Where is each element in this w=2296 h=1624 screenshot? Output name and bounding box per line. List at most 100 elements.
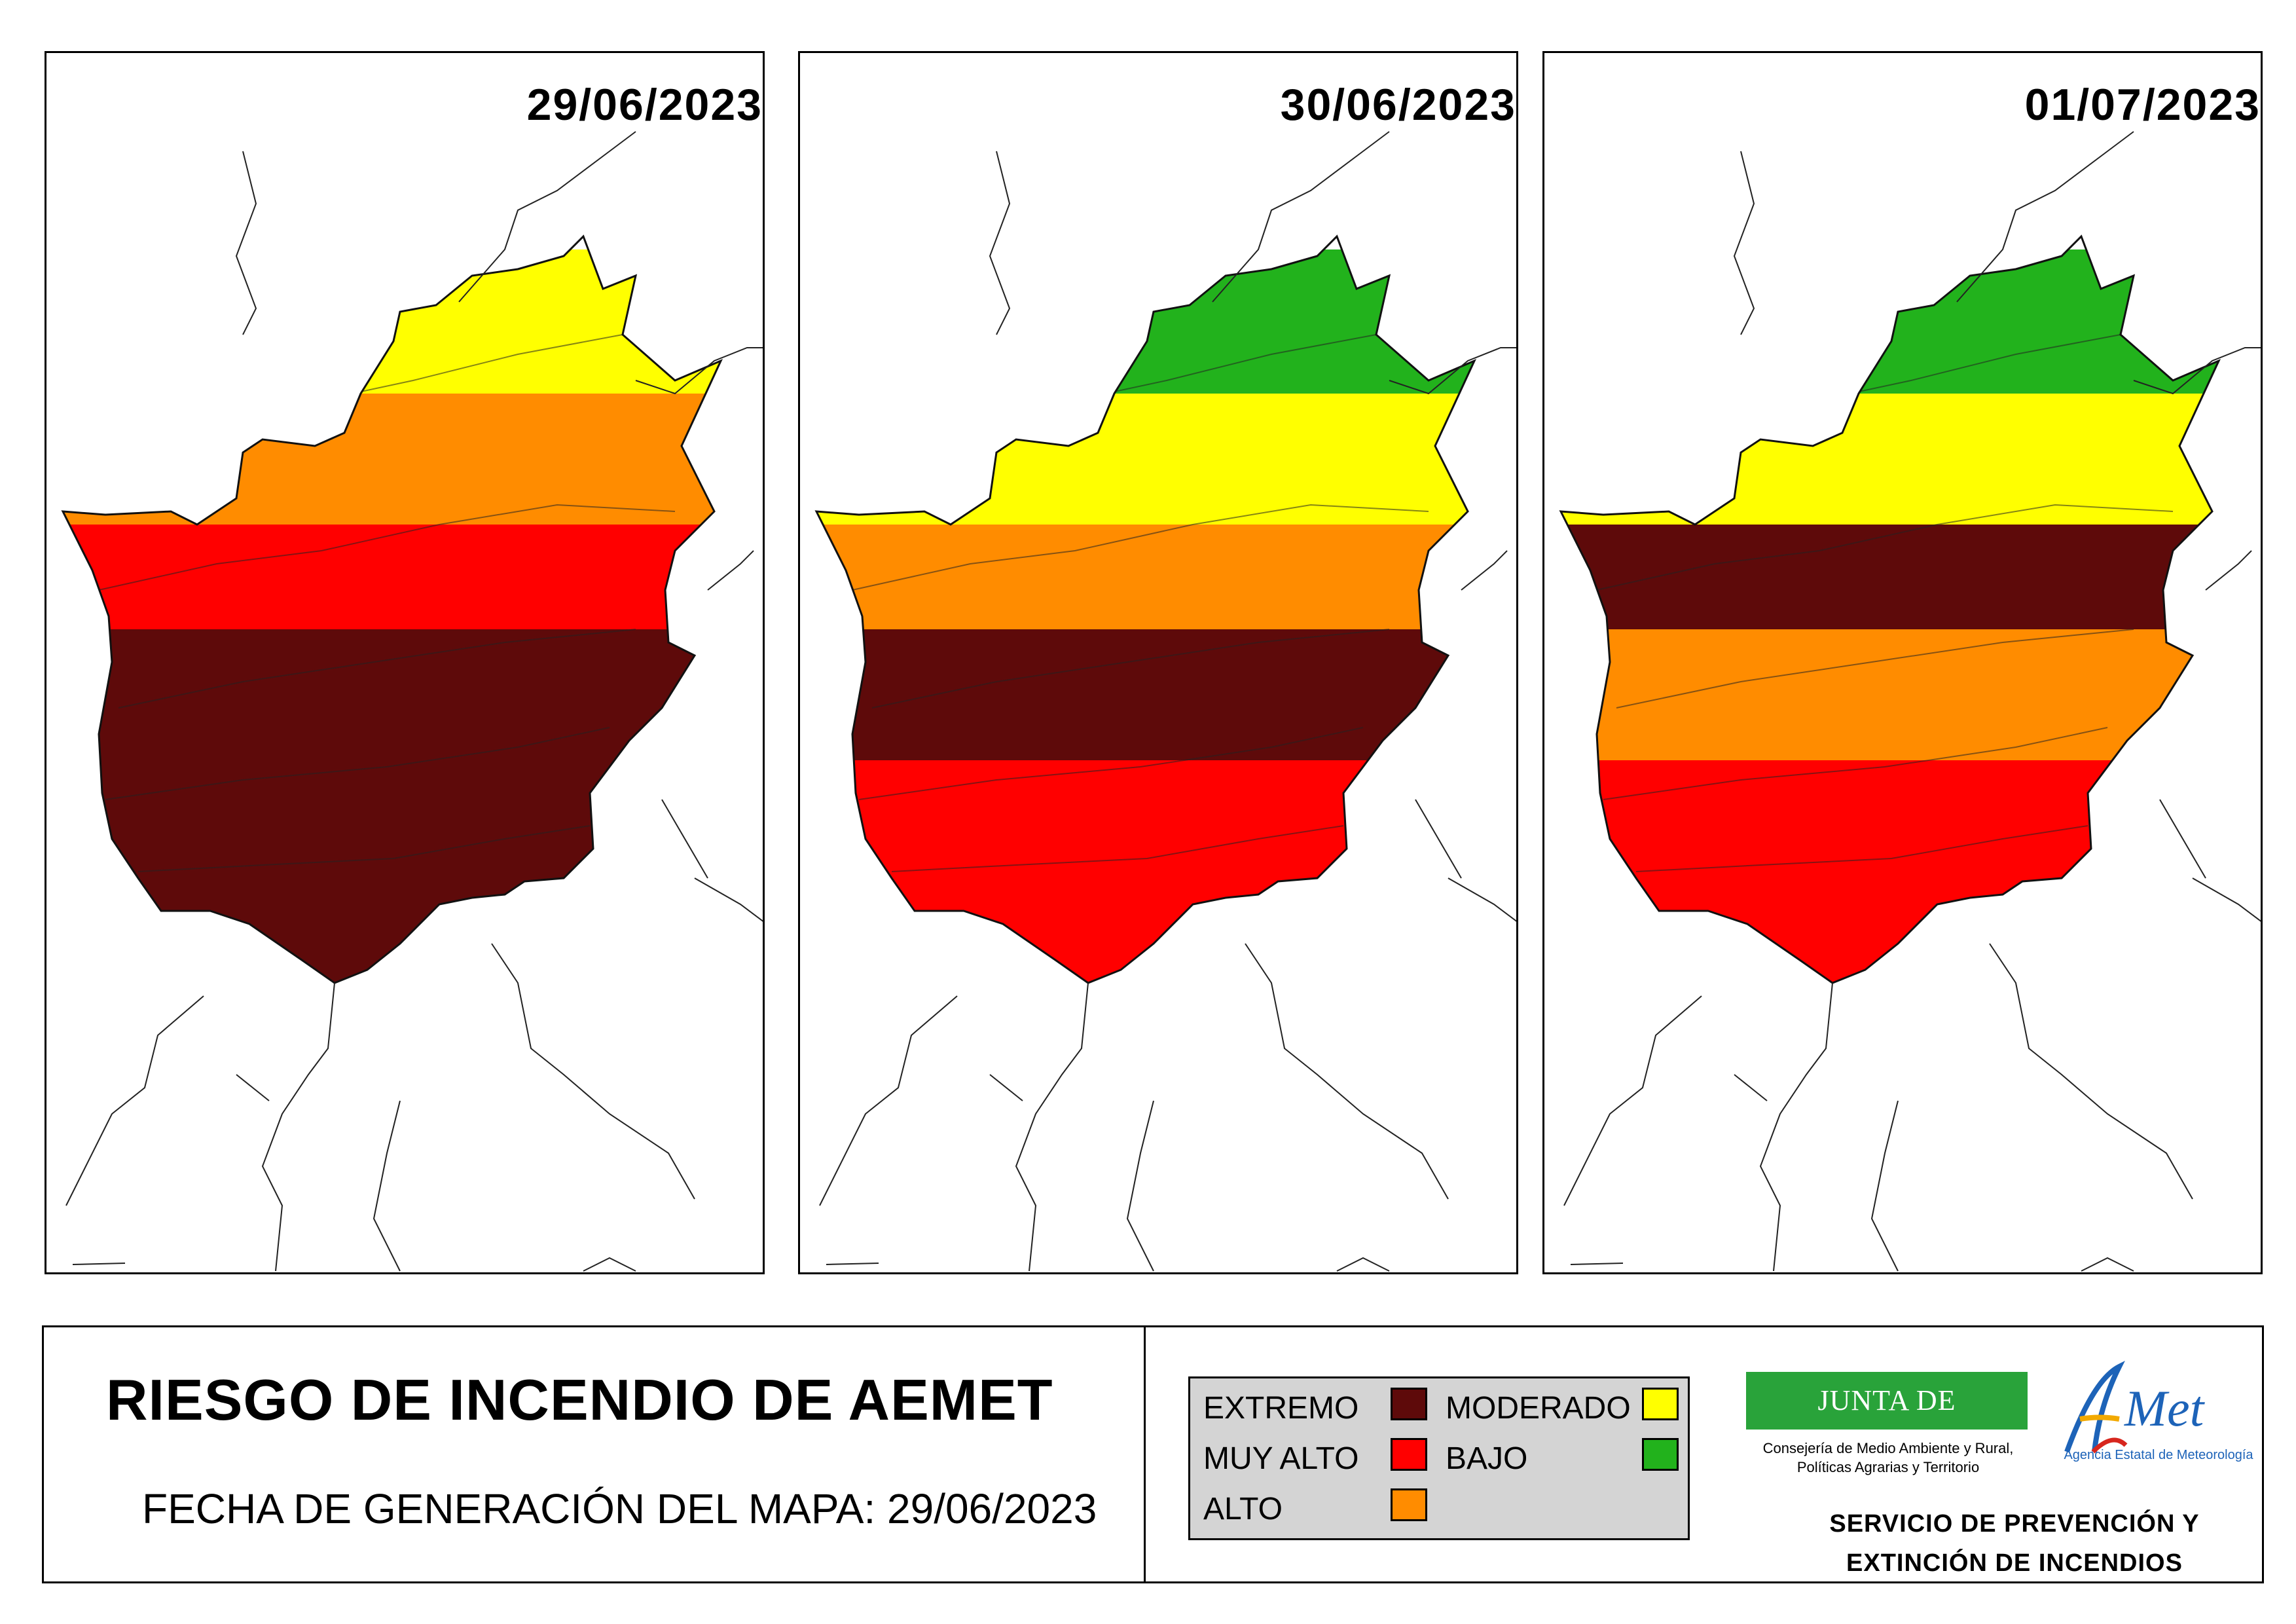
legend-label-extremo: EXTREMO	[1203, 1391, 1359, 1426]
footer-divider	[1144, 1327, 1146, 1581]
neighbor-border	[1870, 1100, 1899, 1272]
risk-zone	[63, 394, 721, 525]
neighbor-border	[491, 943, 695, 1200]
legend-label-alto: ALTO	[1203, 1492, 1283, 1526]
region-map-3	[1559, 131, 2261, 1272]
risk-zone	[1561, 394, 2219, 525]
risk-zone	[1561, 904, 2219, 983]
legend-label-bajo: BAJO	[1446, 1441, 1528, 1476]
legend-label-muy-alto: MUY ALTO	[1203, 1441, 1359, 1476]
legend-swatch-bajo	[1642, 1438, 1679, 1471]
risk-zones-1	[63, 249, 721, 983]
legend-swatch-extremo	[1391, 1388, 1427, 1420]
municipality-boundary	[1603, 727, 2108, 800]
risk-zone	[1561, 525, 2219, 629]
neighbor-border	[458, 131, 636, 303]
map-date-2: 30/06/2023	[1280, 80, 1516, 130]
risk-zone	[63, 525, 721, 629]
neighbor-border	[1015, 982, 1089, 1272]
aemet-logo: Met	[2064, 1361, 2206, 1454]
municipality-boundary	[98, 504, 676, 591]
neighbor-border	[1126, 1100, 1154, 1272]
neighbor-border	[635, 347, 763, 395]
region-outline	[61, 234, 723, 984]
aemet-logo-stroke-2	[2079, 1414, 2120, 1422]
municipality-boundary	[105, 727, 610, 800]
neighbor-border	[65, 995, 204, 1206]
map-panel-1: 29/06/2023	[45, 51, 765, 1274]
neighbor-border	[1989, 943, 2193, 1200]
map-title: RIESGO DE INCENDIO DE AEMET	[106, 1367, 1053, 1432]
neighbor-border	[1212, 131, 1390, 303]
risk-zone	[1561, 760, 2219, 904]
legend-swatch-moderado	[1642, 1388, 1679, 1420]
neighbor-border	[2081, 1257, 2134, 1272]
junta-subtitle-line1: Consejería de Medio Ambiente y Rural,	[1762, 1440, 2014, 1456]
risk-zone	[1561, 249, 2219, 394]
neighbor-border	[1570, 1263, 1624, 1265]
risk-zone	[816, 760, 1474, 904]
municipality-boundary	[871, 629, 1390, 709]
aemet-wordmark: Met	[2124, 1380, 2206, 1437]
municipality-boundary	[852, 504, 1429, 591]
neighbor-border	[989, 1074, 1023, 1101]
municipality-boundary	[891, 825, 1344, 872]
neighbor-border	[2205, 550, 2252, 591]
aemet-logo-stroke-1	[2064, 1361, 2125, 1453]
neighbor-border	[1956, 131, 2134, 303]
municipality-boundary	[858, 727, 1364, 800]
neighbor-border	[1759, 982, 1833, 1272]
aemet-logo-stroke-3	[2091, 1437, 2128, 1454]
neighbor-border	[261, 982, 335, 1272]
map-panel-2: 30/06/2023	[798, 51, 1518, 1274]
region-map-2	[814, 131, 1516, 1272]
neighbor-border	[694, 877, 763, 922]
neighbor-border	[1461, 550, 1508, 591]
risk-zone	[816, 249, 1474, 394]
neighbor-border	[1448, 877, 1516, 922]
neighbor-border	[583, 1257, 636, 1272]
risk-zone	[63, 629, 721, 760]
neighbor-border	[2159, 799, 2206, 879]
municipality-boundary	[118, 629, 636, 709]
legend-swatch-muy-alto	[1391, 1438, 1427, 1471]
neighbor-border	[1415, 799, 1462, 879]
risk-zone	[63, 760, 721, 904]
neighbor-border	[2133, 347, 2261, 395]
neighbor-border	[826, 1263, 879, 1265]
legend-swatch-alto	[1391, 1488, 1427, 1521]
service-name: SERVICIO DE PREVENCIÓN Y EXTINCIÓN DE IN…	[1740, 1504, 2289, 1583]
risk-zone	[63, 904, 721, 983]
service-line-1: SERVICIO DE PREVENCIÓN Y	[1829, 1510, 2200, 1538]
municipality-boundary	[1616, 629, 2134, 709]
region-outline	[814, 234, 1476, 984]
neighbor-border	[1389, 347, 1516, 395]
junta-extremadura-logo: JUNTA DE EXTREMADURA	[1746, 1372, 2028, 1474]
neighbor-border	[1336, 1257, 1390, 1272]
risk-zone	[1561, 629, 2219, 760]
risk-zone	[816, 629, 1474, 760]
risk-zone	[816, 525, 1474, 629]
junta-subtitle: Consejería de Medio Ambiente y Rural, Po…	[1747, 1439, 2029, 1477]
junta-logo-text: JUNTA DE EXTREMADURA	[1772, 1384, 2001, 1474]
service-line-2: EXTINCIÓN DE INCENDIOS	[1846, 1549, 2183, 1577]
municipality-boundary	[1635, 825, 2088, 872]
neighbor-border	[989, 151, 1011, 335]
legend-label-moderado: MODERADO	[1446, 1391, 1631, 1426]
municipality-boundary	[137, 825, 591, 872]
aemet-subtitle: Agencia Estatal de Meteorología	[2064, 1448, 2253, 1462]
municipality-boundary	[1596, 504, 2174, 591]
map-panel-3: 01/07/2023	[1542, 51, 2263, 1274]
risk-zone	[63, 249, 721, 394]
map-date-3: 01/07/2023	[2024, 80, 2261, 130]
map-date-1: 29/06/2023	[526, 80, 763, 130]
neighbor-border	[707, 550, 754, 591]
footer-box: RIESGO DE INCENDIO DE AEMET FECHA DE GEN…	[42, 1325, 2264, 1583]
neighbor-border	[1563, 995, 1702, 1206]
neighbor-border	[2192, 877, 2261, 922]
neighbor-border	[72, 1263, 126, 1265]
neighbor-border	[1245, 943, 1449, 1200]
risk-zones-3	[1561, 249, 2219, 983]
neighbor-border	[236, 1074, 270, 1101]
generation-date: FECHA DE GENERACIÓN DEL MAPA: 29/06/2023	[142, 1485, 1097, 1532]
